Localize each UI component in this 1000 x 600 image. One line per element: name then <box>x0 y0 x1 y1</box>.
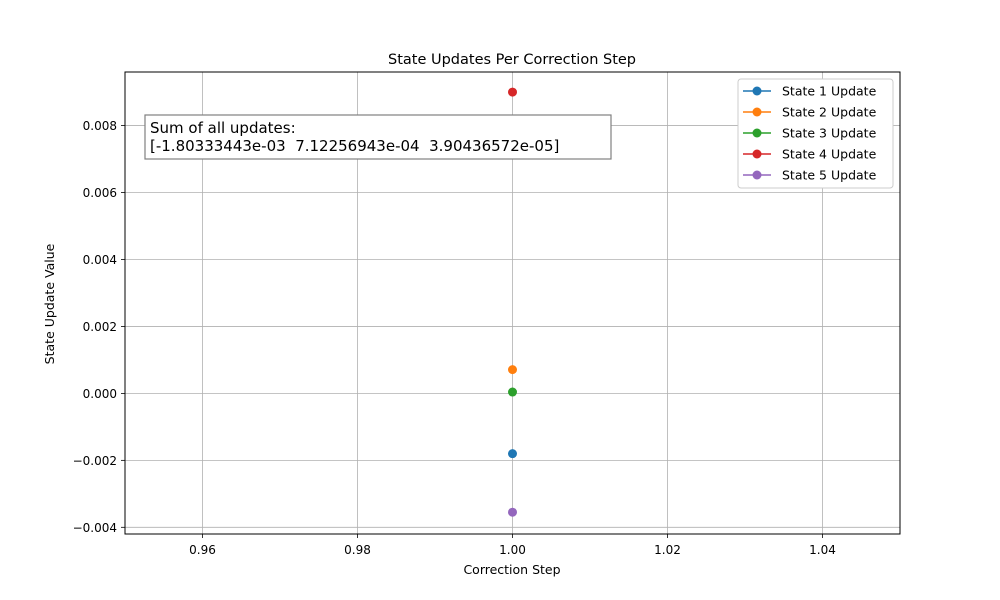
x-tick-label: 1.00 <box>499 543 526 557</box>
x-tick-label: 1.02 <box>654 543 681 557</box>
y-tick-label: 0.000 <box>83 387 117 401</box>
annotation-line-2: [-1.80333443e-03 7.12256943e-04 3.904365… <box>150 137 559 155</box>
legend: State 1 Update State 2 Update State 3 Upda… <box>737 78 894 189</box>
data-point-state-3 <box>508 387 517 397</box>
data-point-state-4 <box>508 87 517 97</box>
x-tick-label: 1.04 <box>809 543 836 557</box>
legend-label-state-5: State 5 Update <box>782 168 877 183</box>
annotation-line-1: Sum of all updates: <box>150 119 296 137</box>
data-point-state-5 <box>508 507 517 517</box>
y-axis: −0.004 −0.002 0.000 0.002 0.004 0.006 0.008 <box>73 119 125 535</box>
legend-marker-state-2 <box>752 107 762 117</box>
legend-label-state-1: State 1 Update <box>782 84 877 99</box>
legend-marker-state-4 <box>752 149 762 159</box>
y-tick-label: 0.008 <box>83 119 117 133</box>
legend-label-state-3: State 3 Update <box>782 126 877 141</box>
legend-frame <box>737 78 894 189</box>
legend-marker-state-3 <box>752 128 762 138</box>
y-tick-label: −0.004 <box>73 521 117 535</box>
annotation-frame <box>144 114 612 160</box>
annotation-box: Sum of all updates: [-1.80333443e-03 7.1… <box>144 114 612 160</box>
legend-label-state-4: State 4 Update <box>782 147 877 162</box>
y-tick-label: 0.004 <box>83 253 117 267</box>
x-tick-label: 0.96 <box>189 543 216 557</box>
x-tick-label: 0.98 <box>344 543 371 557</box>
data-points <box>508 87 517 517</box>
y-axis-label: State Update Value <box>42 243 57 364</box>
legend-marker-state-1 <box>752 86 762 96</box>
data-point-state-1 <box>508 449 517 459</box>
y-tick-label: 0.006 <box>83 186 117 200</box>
x-axis-label: Correction Step <box>463 562 560 577</box>
data-point-state-2 <box>508 365 517 375</box>
y-tick-label: 0.002 <box>83 320 117 334</box>
legend-marker-state-5 <box>752 170 762 180</box>
chart-title: State Updates Per Correction Step <box>388 52 636 68</box>
x-axis: 0.96 0.98 1.00 1.02 1.04 <box>189 534 836 557</box>
y-tick-label: −0.002 <box>73 454 117 468</box>
legend-label-state-2: State 2 Update <box>782 105 877 120</box>
